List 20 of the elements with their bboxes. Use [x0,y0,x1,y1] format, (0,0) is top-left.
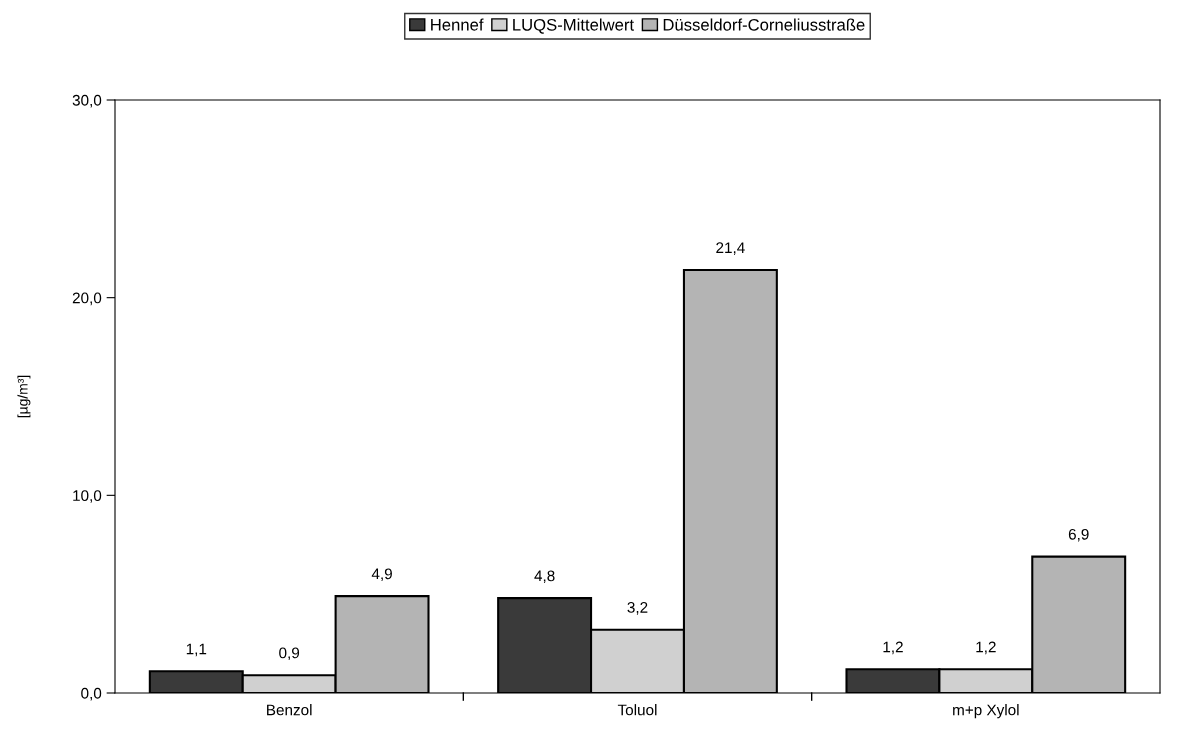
data-label: 21,4 [716,242,745,255]
y-tick-label: 10,0 [73,490,102,503]
data-label: 0,9 [279,647,300,661]
data-label: 1,1 [186,643,207,657]
data-label: 4,8 [534,570,555,584]
data-label: 4,9 [371,568,392,582]
x-tick-label: Toluol [617,704,657,716]
y-tick-label: 20,0 [72,292,102,306]
x-tick-label: m+p Xylol [953,704,1019,719]
data-label: 6,9 [1068,528,1089,542]
y-axis-title: [µg/m³] [17,375,31,418]
data-label: 3,2 [627,602,648,615]
x-tick-label: Benzol [267,704,312,716]
data-label: 1,2 [976,641,996,655]
legend-label: Hennef [431,18,484,31]
data-label: 1,2 [883,641,903,655]
legend-label: Düsseldorf-Corneliusstraße [663,18,865,31]
legend-label: LUQS-Mittelwert [513,18,634,34]
y-tick-label: 0,0 [81,687,102,701]
y-tick-label: 30,0 [72,94,102,108]
